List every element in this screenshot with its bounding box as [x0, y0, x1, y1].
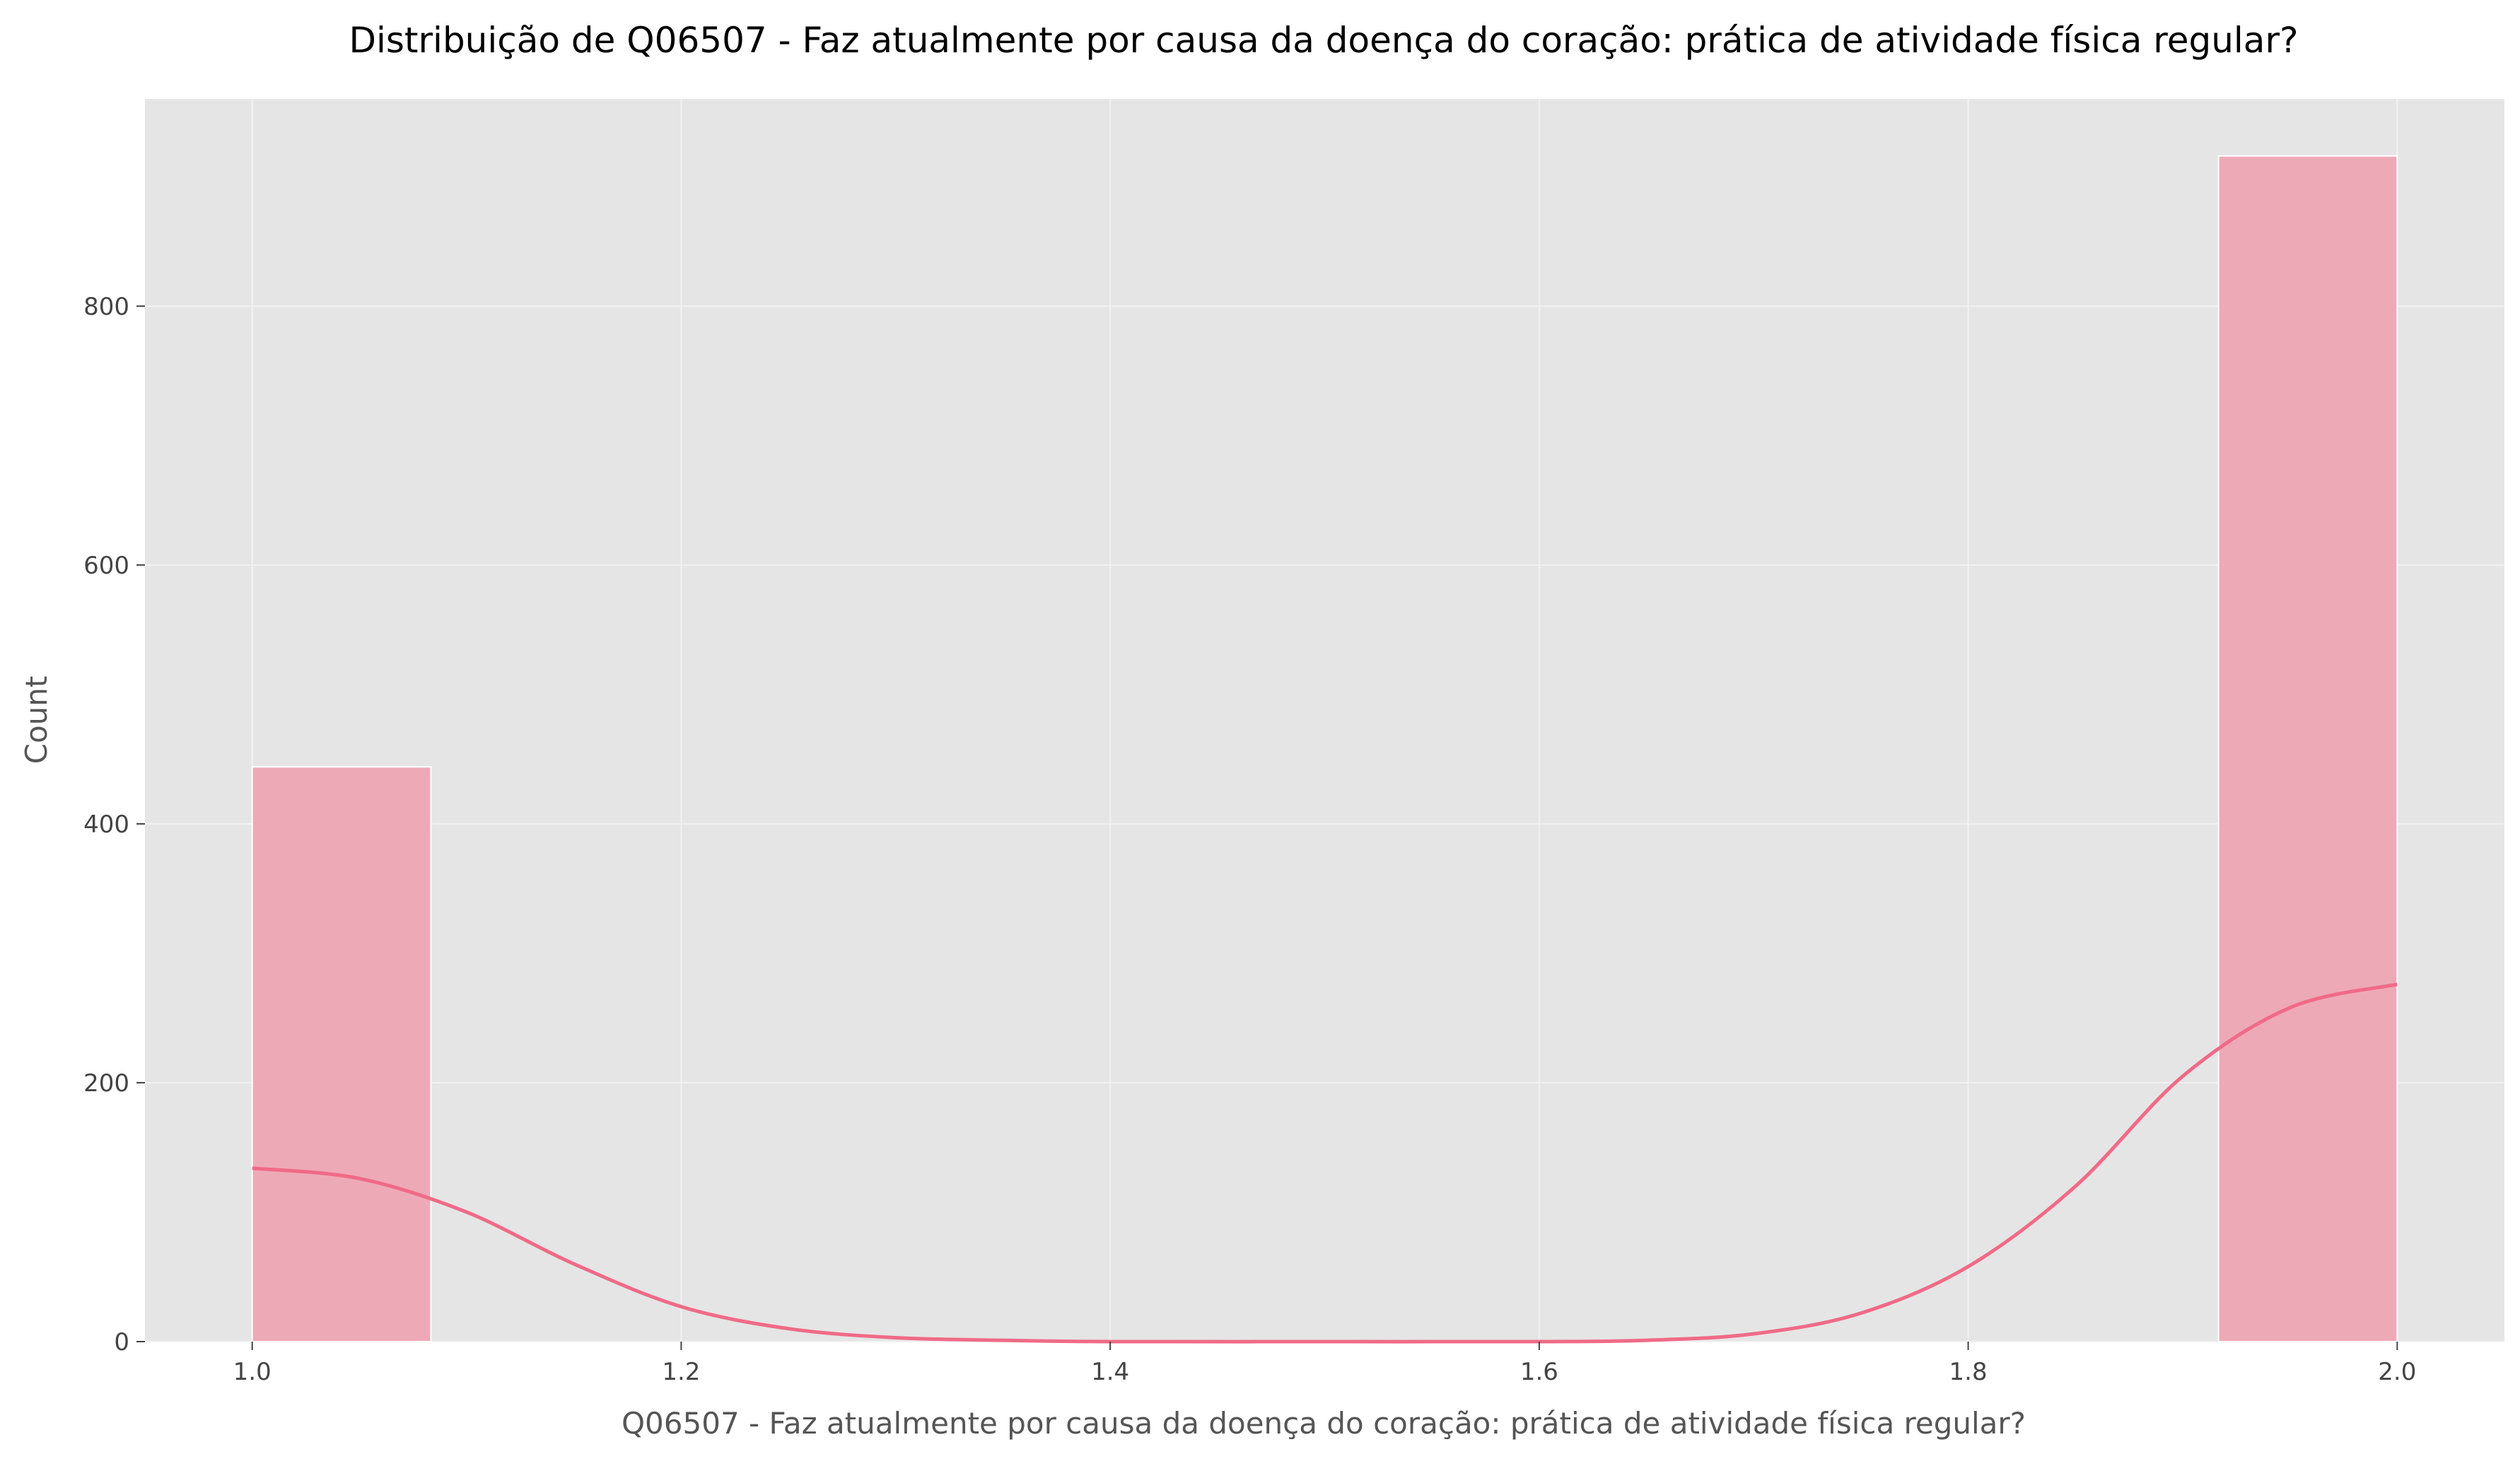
plot-area — [145, 99, 2504, 1342]
y-axis-label: Count — [19, 676, 54, 765]
kde-curve — [252, 982, 2398, 1344]
x-tick-label-2: 1.4 — [1091, 1358, 1129, 1386]
x-tick-label-1: 1.2 — [662, 1358, 700, 1386]
x-tick-label-4: 1.8 — [1949, 1358, 1988, 1386]
y-tick-label-3: 600 — [83, 552, 129, 580]
x-tick-label-5: 2.0 — [2378, 1358, 2416, 1386]
histogram-bars — [251, 155, 2398, 1342]
y-tick-label-2: 400 — [83, 810, 129, 839]
y-tick-label-4: 800 — [83, 293, 129, 321]
histogram-bar-0 — [251, 766, 432, 1342]
y-tick-label-1: 200 — [83, 1069, 129, 1098]
chart-title: Distribuição de Q06507 - Faz atualmente … — [349, 20, 2298, 61]
axis-ticks: 1.0 1.2 1.4 1.6 1.8 2.0 0 200 400 600 800 — [83, 293, 2416, 1386]
x-tick-label-0: 1.0 — [233, 1358, 272, 1386]
x-tick-label-3: 1.6 — [1520, 1358, 1558, 1386]
y-tick-label-0: 0 — [114, 1328, 129, 1356]
x-axis-label: Q06507 - Faz atualmente por causa da doe… — [622, 1406, 2026, 1441]
histogram-bar-1 — [2217, 155, 2398, 1342]
